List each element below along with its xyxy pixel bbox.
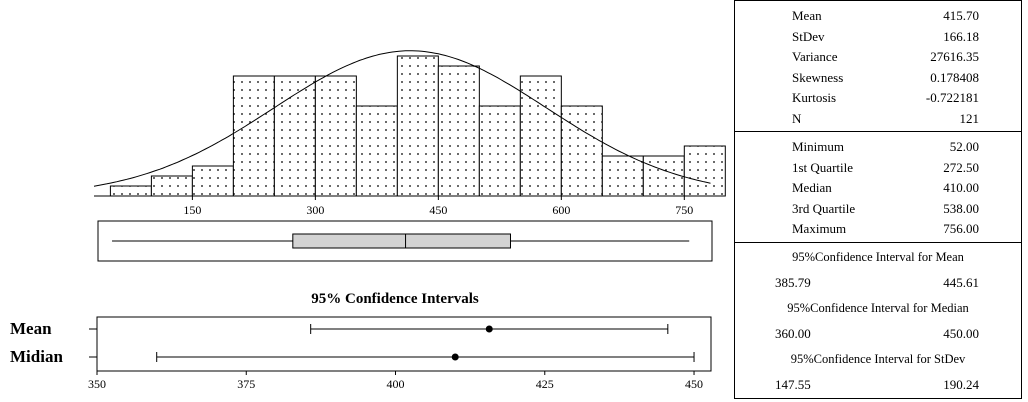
ci-point-estimate [451,353,459,361]
ci-upper-bound: 190.24 [943,377,979,392]
histogram-bar [642,155,685,197]
stat-value: 27616.35 [930,49,979,64]
histogram-bar [355,105,398,197]
stat-row: Variance 27616.35 [735,49,1021,69]
histogram-bar [191,165,234,197]
ci-row-label: Midian [10,347,63,366]
histogram-bar [683,145,726,197]
stat-label: Variance [792,49,838,64]
ci-point-estimate [485,325,493,333]
quartile-label: Maximum [792,221,847,236]
quartile-label: 3rd Quartile [792,200,856,216]
histogram-bar [437,65,480,197]
ci-heading: 95%Confidence Interval for Mean [792,250,964,264]
summary-statistics-panel: Mean 415.70 StDev 166.18 Variance 27616.35 Ske… [734,0,1022,399]
ci-x-tick-label: 400 [387,377,405,391]
histogram-bar [601,155,644,197]
histogram: 150 300 450 600 750 [93,50,726,217]
ci-x-tick-label: 425 [536,377,554,391]
confidence-interval-section: 95%Confidence Interval for Mean 385.79 445… [735,242,1021,400]
quartile-value: 756.00 [943,221,979,236]
ci-row-label: Mean [10,319,52,338]
stat-row: Skewness 0.178408 [735,70,1021,90]
histogram-x-tick-label: 450 [429,203,447,217]
ci-heading: 95%Confidence Interval for Median [787,301,969,315]
histogram-bar [314,75,357,197]
histogram-bar [519,75,562,197]
basic-stats-section: Mean 415.70 StDev 166.18 Variance 27616.35 Ske… [735,1,1021,131]
histogram-x-tick-label: 300 [306,203,324,217]
quartile-value: 410.00 [943,180,979,195]
histogram-bar [150,175,193,197]
quartile-section: Minimum 52.00 1st Quartile 272.50 Median 410.… [735,131,1021,242]
quartile-label: Median [792,180,832,195]
summary-charts: 150 300 450 600 750 95% Confidence Intervals… [10,50,726,391]
stat-value: -0.722181 [925,90,979,105]
ci-upper-bound: 445.61 [943,275,979,290]
ci-x-tick-label: 350 [88,377,106,391]
stat-row: Kurtosis -0.722181 [735,90,1021,110]
histogram-bar [478,105,521,197]
quartile-row: Median 410.00 [735,180,1021,200]
ci-lower-bound: 147.55 [775,377,811,392]
ci-upper-bound: 450.00 [943,326,979,341]
quartile-row: 3rd Quartile 538.00 [735,201,1021,221]
histogram-x-tick-label: 150 [183,203,201,217]
ci-x-tick-label: 450 [685,377,703,391]
stat-value: 415.70 [943,8,979,23]
quartile-row: Maximum 756.00 [735,221,1021,241]
stat-label: Skewness [792,69,844,85]
histogram-x-tick-label: 600 [552,203,570,217]
stat-value: 166.18 [943,28,979,44]
histogram-bar [232,75,275,197]
ci-lower-bound: 385.79 [775,275,811,290]
quartile-value: 52.00 [949,139,979,154]
normal-curve [93,50,711,187]
stat-label: Mean [792,8,822,23]
histogram-bar [396,55,439,197]
quartile-row: Minimum 52.00 [735,139,1021,159]
ci-lower-bound: 360.00 [775,326,811,341]
boxplot-box [292,233,511,249]
histogram-bar [560,105,603,197]
histogram-bar [109,185,152,197]
boxplot [97,220,713,262]
histogram-bar [273,75,316,197]
stat-label: StDev [792,28,825,44]
stat-row: Mean 415.70 [735,8,1021,28]
ci-chart-title: 95% Confidence Intervals [311,291,479,307]
stat-label: Kurtosis [792,90,837,105]
ci-x-tick-label: 375 [237,377,255,391]
quartile-label: Minimum [792,139,845,154]
confidence-interval-chart: Mean Midian 350 375 400 425 450 [10,316,712,391]
histogram-x-tick-label: 750 [675,203,693,217]
stat-value: 0.178408 [930,69,979,85]
quartile-row: 1st Quartile 272.50 [735,160,1021,180]
stat-row: StDev 166.18 [735,29,1021,49]
ci-frame [96,316,712,372]
quartile-label: 1st Quartile [792,159,854,175]
ci-heading: 95%Confidence Interval for StDev [790,352,966,366]
quartile-value: 538.00 [943,200,979,216]
quartile-value: 272.50 [943,159,979,175]
stat-label: N [792,110,802,126]
stat-row: N 121 [735,111,1021,131]
stat-value: 121 [959,110,980,126]
